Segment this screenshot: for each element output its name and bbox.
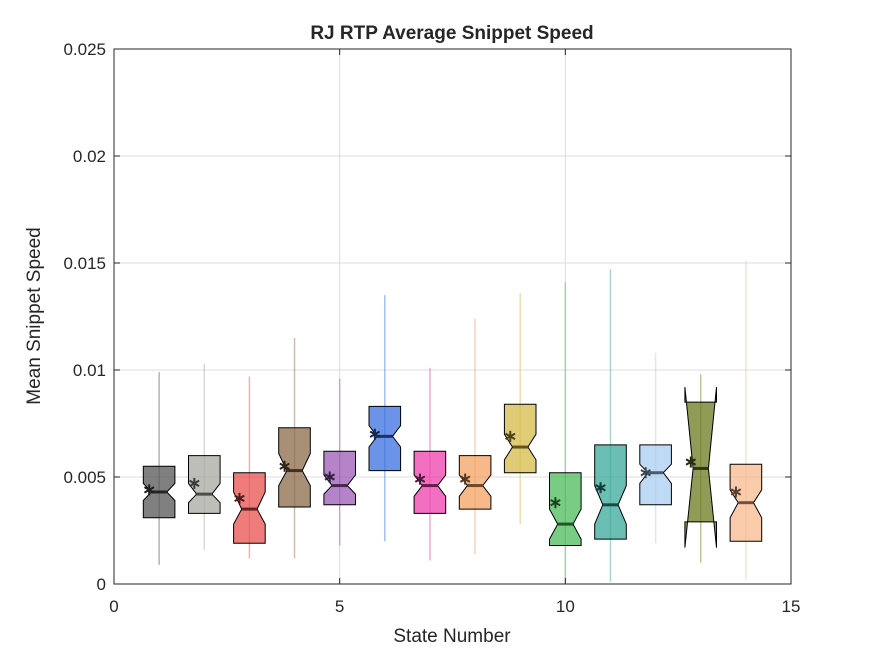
mean-marker-stroke — [189, 479, 200, 488]
mean-marker-stroke — [459, 475, 471, 483]
mean-marker-stroke — [414, 475, 426, 483]
x-axis-label: State Number — [393, 626, 511, 647]
y-tick-label: 0 — [97, 575, 106, 594]
mean-marker — [414, 473, 426, 485]
mean-marker-stroke — [595, 484, 606, 492]
mean-marker — [550, 497, 561, 509]
mean-marker — [234, 492, 245, 504]
y-tick-label: 0.005 — [63, 468, 106, 487]
mean-marker — [189, 477, 200, 489]
x-tick-label: 0 — [109, 597, 118, 616]
mean-marker — [279, 460, 290, 472]
mean-marker-stroke — [369, 430, 381, 438]
mean-marker — [640, 467, 651, 479]
mean-marker — [369, 428, 381, 440]
mean-marker-stroke — [640, 469, 651, 477]
mean-marker-stroke — [279, 462, 290, 470]
box-body — [594, 444, 627, 540]
box-body — [549, 472, 582, 546]
plot-area: 0 5 10 15 0 0.005 0.01 0.015 0.02 0.025 — [63, 40, 800, 616]
mean-marker — [143, 484, 155, 496]
mean-marker — [685, 456, 697, 468]
box-body — [188, 455, 221, 514]
y-tick-label: 0.015 — [63, 254, 106, 273]
box-body — [503, 403, 537, 474]
plot-frame — [113, 48, 792, 585]
mean-marker-stroke — [505, 432, 516, 440]
mean-marker — [324, 471, 336, 483]
mean-marker-stroke — [143, 486, 155, 494]
mean-marker — [595, 482, 606, 494]
y-axis-label: Mean Snippet Speed — [24, 227, 45, 404]
mean-marker-stroke — [685, 458, 697, 466]
x-tick-label: 5 — [335, 597, 344, 616]
y-tick-label: 0.02 — [73, 147, 106, 166]
mean-marker-stroke — [324, 473, 336, 481]
mean-marker — [459, 473, 471, 485]
y-tick-label: 0.025 — [63, 40, 106, 59]
mean-marker-stroke — [234, 494, 245, 503]
mean-marker — [730, 486, 742, 498]
mean-marker — [505, 430, 516, 442]
y-tick-label: 0.01 — [73, 361, 106, 380]
mean-marker-stroke — [730, 488, 742, 496]
mean-marker-stroke — [550, 499, 561, 507]
x-tick-label: 15 — [782, 597, 801, 616]
x-tick-label: 10 — [556, 597, 575, 616]
chart-title: RJ RTP Average Snippet Speed — [310, 23, 593, 44]
